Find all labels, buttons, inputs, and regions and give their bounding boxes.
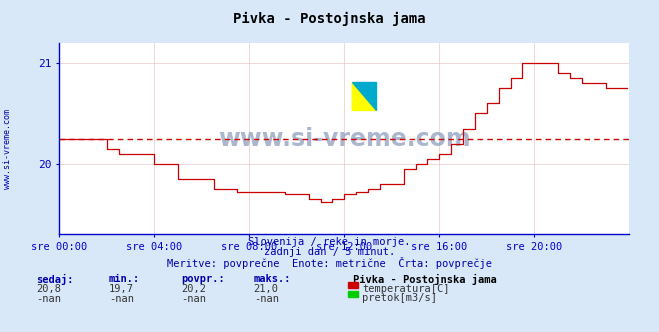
- Text: maks.:: maks.:: [254, 274, 291, 284]
- Polygon shape: [353, 82, 376, 111]
- Text: zadnji dan / 5 minut.: zadnji dan / 5 minut.: [264, 247, 395, 257]
- Text: 21,0: 21,0: [254, 284, 279, 294]
- Text: -nan: -nan: [109, 294, 134, 304]
- Text: Slovenija / reke in morje.: Slovenija / reke in morje.: [248, 237, 411, 247]
- Text: -nan: -nan: [36, 294, 61, 304]
- Text: povpr.:: povpr.:: [181, 274, 225, 284]
- Text: www.si-vreme.com: www.si-vreme.com: [218, 126, 471, 151]
- Text: pretok[m3/s]: pretok[m3/s]: [362, 293, 438, 303]
- Text: Meritve: povprečne  Enote: metrične  Črta: povprečje: Meritve: povprečne Enote: metrične Črta:…: [167, 257, 492, 269]
- Text: min.:: min.:: [109, 274, 140, 284]
- Text: -nan: -nan: [181, 294, 206, 304]
- Text: sedaj:: sedaj:: [36, 274, 74, 285]
- Text: Pivka - Postojnska jama: Pivka - Postojnska jama: [233, 12, 426, 26]
- Polygon shape: [353, 82, 376, 111]
- Text: temperatura[C]: temperatura[C]: [362, 284, 450, 294]
- Text: 20,8: 20,8: [36, 284, 61, 294]
- Text: www.si-vreme.com: www.si-vreme.com: [3, 110, 13, 189]
- Text: Pivka - Postojnska jama: Pivka - Postojnska jama: [353, 274, 496, 285]
- Text: 20,2: 20,2: [181, 284, 206, 294]
- Text: 19,7: 19,7: [109, 284, 134, 294]
- Text: -nan: -nan: [254, 294, 279, 304]
